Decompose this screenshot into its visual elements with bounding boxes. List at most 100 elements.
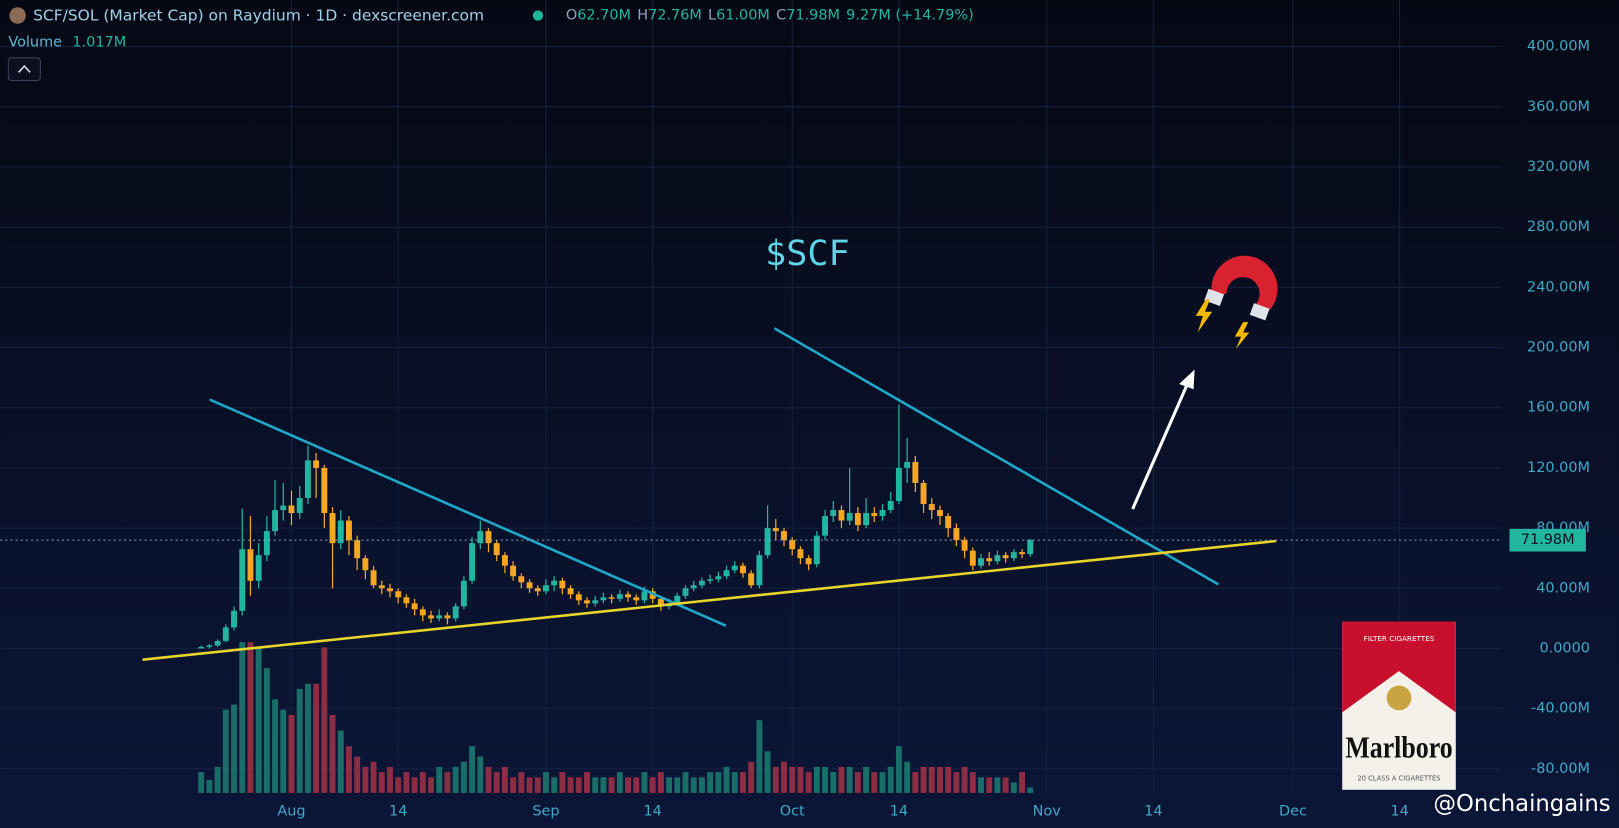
volume-bar: [789, 766, 796, 793]
candle-body: [460, 580, 467, 607]
price-label-box: [1509, 528, 1586, 552]
volume-bar: [1010, 782, 1017, 793]
volume-label: Volume 1.017M: [8, 34, 126, 50]
volume-bar: [805, 772, 812, 793]
pair-title: SCF/SOL (Market Cap) on Raydium · 1D · d…: [33, 6, 484, 24]
volume-bar: [707, 772, 714, 793]
annotation: $SCF: [765, 233, 850, 274]
volume-bar: [542, 772, 549, 793]
candle-body: [526, 582, 533, 589]
candle-body: [378, 585, 385, 589]
ohlc-key: H: [637, 7, 648, 23]
candle-body: [518, 576, 525, 583]
candle-body: [485, 531, 492, 544]
volume-bar: [485, 766, 492, 793]
candle-body: [444, 615, 451, 619]
y-tick-label: 0.0000: [1539, 640, 1590, 656]
volume-bar: [986, 777, 993, 793]
candle-body: [682, 588, 689, 596]
volume-bar: [493, 772, 500, 793]
volume-bar: [912, 772, 919, 793]
candle-body: [534, 588, 541, 592]
volume-bar: [337, 730, 344, 793]
candle-body: [723, 570, 730, 577]
candle-body: [674, 595, 681, 604]
volume-bar: [748, 761, 755, 793]
collapse-button[interactable]: [7, 57, 41, 82]
chevron-icon: [18, 64, 31, 73]
candle-body: [428, 615, 434, 619]
y-tick-label: 280.00M: [1527, 219, 1590, 235]
candle-body: [690, 585, 697, 589]
volume-bar: [296, 688, 303, 793]
candle-body: [871, 513, 878, 517]
candle-body: [781, 531, 787, 541]
arrow-head: [1179, 369, 1195, 390]
candle-body: [945, 516, 952, 529]
header: SCF/SOL (Market Cap) on Raydium · 1D · d…: [33, 6, 484, 24]
volume-bar: [608, 777, 615, 793]
candle-body: [477, 531, 484, 544]
candle-body: [263, 531, 270, 556]
volume-bar: [616, 772, 623, 793]
volume-bar: [657, 772, 664, 793]
x-tick-label: Sep: [532, 803, 559, 819]
ohlc-key: C: [776, 7, 786, 23]
volume-bar: [895, 746, 902, 793]
volume-bar: [830, 772, 837, 793]
volume-bar: [198, 772, 205, 793]
volume-bar: [395, 777, 402, 793]
candle-body: [633, 597, 640, 601]
volume-value: 1.017M: [72, 34, 126, 50]
candle-body: [813, 535, 820, 565]
y-tick-label: -40.00M: [1531, 701, 1590, 717]
volume-bar: [838, 766, 845, 793]
volume-bar: [469, 746, 476, 793]
y-tick-label: 320.00M: [1527, 159, 1590, 175]
volume-bar: [666, 777, 673, 793]
candle-body: [961, 540, 968, 551]
candle-body: [772, 528, 779, 532]
volume-bar: [600, 777, 607, 793]
candle-body: [937, 510, 943, 517]
arrow: [1131, 383, 1189, 510]
volume-bar: [460, 761, 467, 793]
candle-body: [559, 580, 566, 589]
candle-body: [895, 467, 902, 502]
watermark: @Onchaingains: [1433, 791, 1610, 817]
ohlc: O62.70M H72.76M L61.00M C71.98M 9.27M (+14.7…: [566, 7, 974, 23]
x-tick-label: Nov: [1033, 803, 1062, 819]
candle-body: [469, 543, 476, 581]
candle-body: [715, 576, 722, 580]
candle-body: [362, 558, 369, 571]
candle-body: [978, 558, 984, 566]
volume-bar: [534, 777, 541, 793]
volume-bar: [781, 761, 787, 793]
candle-body: [329, 513, 336, 544]
candle-body: [247, 549, 254, 581]
candle-body: [830, 510, 837, 517]
volume-bar: [633, 777, 640, 793]
candle-layer: [198, 404, 1034, 649]
y-tick-label: 200.00M: [1527, 340, 1590, 356]
volume-bar: [403, 772, 410, 793]
candle-body: [222, 627, 229, 641]
volume-bar: [575, 777, 582, 793]
y-tick-label: 240.00M: [1527, 279, 1590, 295]
volume-bar: [813, 766, 820, 793]
ohlc-value: 72.76M: [648, 7, 702, 23]
x-tick-label: 14: [1144, 803, 1162, 819]
volume-bar: [690, 777, 697, 793]
volume-bar: [846, 766, 853, 793]
candle-body: [600, 597, 607, 601]
volume-bar: [723, 766, 730, 793]
volume-bar: [526, 777, 533, 793]
volume-bar: [641, 772, 648, 793]
candle-body: [748, 573, 755, 586]
volume-bar: [452, 766, 459, 793]
volume-bar: [436, 766, 443, 793]
x-tick-label: 14: [890, 803, 908, 819]
volume-bar: [231, 704, 237, 793]
candle-body: [567, 588, 574, 595]
x-tick-label: 14: [1390, 803, 1408, 819]
